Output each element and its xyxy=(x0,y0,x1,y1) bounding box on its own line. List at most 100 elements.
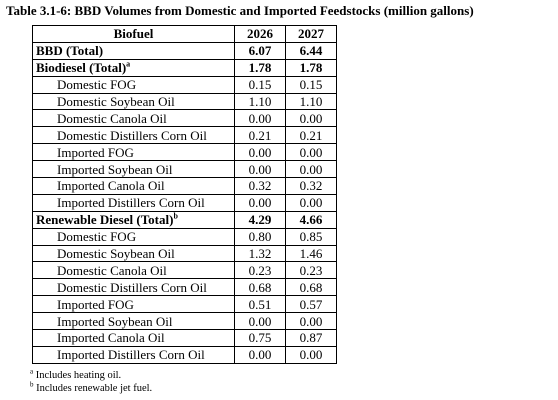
row-label: Renewable Diesel (Total)b xyxy=(32,210,235,229)
table-body: BBD (Total) 6.07 6.44 Biodiesel (Total)a 1.7… xyxy=(32,41,337,364)
value-2026: 0.00 xyxy=(234,109,286,128)
value-2027: 0.00 xyxy=(285,312,337,331)
value-2027: 0.85 xyxy=(285,227,337,246)
value-2026: 0.75 xyxy=(234,329,286,347)
row-label: BBD (Total) xyxy=(32,41,235,60)
footnote-b: b Includes renewable jet fuel. xyxy=(30,380,153,395)
table-row: Imported FOG 0.51 0.57 xyxy=(32,295,337,314)
footnote-mark: a xyxy=(30,367,34,376)
row-label-text: Imported Canola Oil xyxy=(57,178,165,194)
value-2027: 1.78 xyxy=(285,58,337,77)
value-2026: 0.23 xyxy=(234,261,286,280)
row-label: Biodiesel (Total)a xyxy=(32,58,235,77)
value-2027: 1.46 xyxy=(285,244,337,263)
value-2027: 0.00 xyxy=(285,109,337,128)
table-title: Table 3.1-6: BBD Volumes from Domestic a… xyxy=(6,3,474,18)
value-2026: 4.29 xyxy=(234,210,286,229)
value-2026: 0.00 xyxy=(234,312,286,331)
value-2027: 0.15 xyxy=(285,75,337,94)
table-row: Imported Distillers Corn Oil 0.00 0.00 xyxy=(32,345,337,364)
footnote-text: Includes renewable jet fuel. xyxy=(36,383,153,394)
row-label-text: BBD (Total) xyxy=(36,43,104,59)
value-2026: 0.21 xyxy=(234,126,286,145)
row-label: Imported Soybean Oil xyxy=(32,160,235,179)
value-2026: 1.10 xyxy=(234,92,286,111)
row-label: Domestic Distillers Corn Oil xyxy=(32,278,235,297)
row-label-text: Imported FOG xyxy=(57,144,134,160)
footnote-text: Includes heating oil. xyxy=(35,370,122,381)
row-label-footnote-mark: b xyxy=(173,211,178,221)
row-label-text: Biodiesel (Total) xyxy=(36,60,127,76)
row-label: Imported Canola Oil xyxy=(32,177,235,195)
value-2027: 0.23 xyxy=(285,261,337,280)
value-2027: 0.00 xyxy=(285,160,337,179)
row-label: Imported Distillers Corn Oil xyxy=(32,345,235,364)
row-label-text: Imported Distillers Corn Oil xyxy=(57,195,205,211)
table-row: Domestic Canola Oil 0.00 0.00 xyxy=(32,109,337,128)
value-2026: 1.78 xyxy=(234,58,286,77)
value-2027: 0.00 xyxy=(285,143,337,162)
row-label-text: Imported Distillers Corn Oil xyxy=(57,347,205,363)
row-label: Imported Distillers Corn Oil xyxy=(32,193,235,212)
header-row: Biofuel 2026 2027 xyxy=(32,25,337,43)
table-row: Domestic Distillers Corn Oil 0.21 0.21 xyxy=(32,126,337,145)
value-2027: 0.21 xyxy=(285,126,337,145)
table-row: Domestic Canola Oil 0.23 0.23 xyxy=(32,261,337,280)
table-row: Renewable Diesel (Total)b 4.29 4.66 xyxy=(32,210,337,229)
row-label-text: Imported FOG xyxy=(57,296,134,312)
table-row: Domestic FOG 0.80 0.85 xyxy=(32,227,337,246)
feedstock-volume-table: Biofuel 2026 2027 BBD (Total) 6.07 6.44 Bio… xyxy=(32,25,337,364)
table-row: Domestic Distillers Corn Oil 0.68 0.68 xyxy=(32,278,337,297)
value-2026: 0.00 xyxy=(234,160,286,179)
value-2026: 0.32 xyxy=(234,177,286,195)
row-label: Imported FOG xyxy=(32,295,235,314)
row-label: Imported Canola Oil xyxy=(32,329,235,347)
row-label: Domestic Canola Oil xyxy=(32,109,235,128)
row-label: Domestic Soybean Oil xyxy=(32,244,235,263)
row-label: Domestic FOG xyxy=(32,227,235,246)
row-label: Domestic FOG xyxy=(32,75,235,94)
row-label-text: Domestic Distillers Corn Oil xyxy=(57,127,207,143)
table-row: BBD (Total) 6.07 6.44 xyxy=(32,41,337,60)
value-2026: 6.07 xyxy=(234,41,286,60)
table-row: Imported Canola Oil 0.75 0.87 xyxy=(32,329,337,347)
value-2027: 4.66 xyxy=(285,210,337,229)
row-label-text: Domestic Canola Oil xyxy=(57,262,167,278)
value-2026: 0.51 xyxy=(234,295,286,314)
row-label-text: Domestic Canola Oil xyxy=(57,110,167,126)
table-row: Imported Soybean Oil 0.00 0.00 xyxy=(32,160,337,179)
value-2026: 0.00 xyxy=(234,345,286,364)
footnote-mark: b xyxy=(30,380,34,389)
value-2027: 0.00 xyxy=(285,193,337,212)
row-label-text: Imported Soybean Oil xyxy=(57,313,173,329)
table-row: Imported Distillers Corn Oil 0.00 0.00 xyxy=(32,193,337,212)
table-row: Imported Soybean Oil 0.00 0.00 xyxy=(32,312,337,331)
row-label-text: Domestic FOG xyxy=(57,229,137,245)
header-2027: 2027 xyxy=(285,25,337,43)
row-label: Domestic Soybean Oil xyxy=(32,92,235,111)
value-2027: 0.68 xyxy=(285,278,337,297)
value-2027: 0.00 xyxy=(285,345,337,364)
row-label-text: Domestic FOG xyxy=(57,77,137,93)
value-2027: 0.87 xyxy=(285,329,337,347)
row-label: Imported FOG xyxy=(32,143,235,162)
row-label: Imported Soybean Oil xyxy=(32,312,235,331)
header-biofuel: Biofuel xyxy=(32,25,235,43)
table-row: Biodiesel (Total)a 1.78 1.78 xyxy=(32,58,337,77)
row-label: Domestic Distillers Corn Oil xyxy=(32,126,235,145)
value-2027: 0.57 xyxy=(285,295,337,314)
value-2026: 0.15 xyxy=(234,75,286,94)
row-label-text: Imported Canola Oil xyxy=(57,330,165,346)
row-label-text: Domestic Soybean Oil xyxy=(57,246,175,262)
row-label-text: Domestic Distillers Corn Oil xyxy=(57,279,207,295)
row-label: Domestic Canola Oil xyxy=(32,261,235,280)
table-row: Imported FOG 0.00 0.00 xyxy=(32,143,337,162)
value-2026: 0.00 xyxy=(234,143,286,162)
value-2027: 6.44 xyxy=(285,41,337,60)
table-row: Imported Canola Oil 0.32 0.32 xyxy=(32,177,337,195)
row-label-text: Renewable Diesel (Total) xyxy=(36,212,174,228)
header-2026: 2026 xyxy=(234,25,286,43)
value-2026: 0.68 xyxy=(234,278,286,297)
row-label-text: Domestic Soybean Oil xyxy=(57,94,175,109)
value-2027: 1.10 xyxy=(285,92,337,111)
